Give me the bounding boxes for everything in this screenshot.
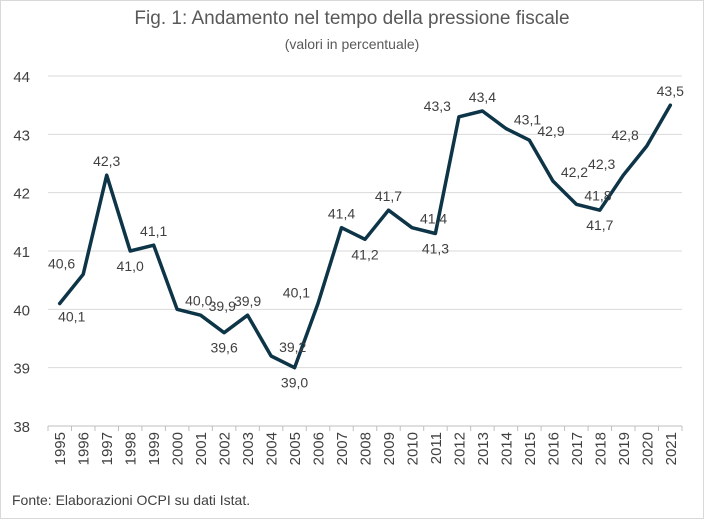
x-tick-label: 2001 (193, 432, 210, 465)
x-tick-label: 2016 (545, 432, 562, 465)
x-tick-label: 2000 (170, 432, 187, 465)
x-tick-label: 2003 (240, 432, 257, 465)
y-tick-label: 40 (13, 302, 30, 319)
data-label: 41,2 (351, 246, 378, 262)
data-label: 40,6 (48, 255, 75, 271)
data-label: 42,9 (537, 123, 564, 139)
x-tick-label: 2005 (287, 432, 304, 465)
x-tick-label: 2006 (311, 432, 328, 465)
data-label: 42,3 (588, 156, 615, 172)
data-label: 41,4 (420, 211, 447, 227)
x-tick-label: 2004 (264, 432, 281, 465)
data-label: 42,8 (612, 127, 639, 143)
data-label: 41,7 (375, 188, 402, 204)
data-label: 40,1 (283, 285, 310, 301)
y-tick-label: 39 (13, 361, 30, 378)
x-tick-label: 2014 (498, 432, 515, 465)
data-label: 42,2 (561, 164, 588, 180)
data-label: 43,1 (514, 112, 541, 128)
x-tick-label: 2011 (428, 432, 445, 464)
y-tick-label: 38 (13, 419, 30, 436)
data-label: 39,9 (209, 298, 236, 314)
x-tick-label: 2009 (381, 432, 398, 465)
data-label: 42,3 (93, 153, 120, 169)
data-label: 43,4 (469, 89, 496, 105)
data-label: 39,9 (234, 293, 261, 309)
data-label: 41,3 (422, 241, 449, 257)
x-tick-label: 2007 (334, 432, 351, 465)
data-label: 41,0 (117, 258, 144, 274)
data-label: 39,0 (281, 375, 308, 391)
x-tick-label: 2020 (639, 432, 656, 465)
x-tick-label: 2015 (522, 432, 539, 465)
data-label: 39,6 (210, 340, 237, 356)
source-note: Fonte: Elaborazioni OCPI su dati Istat. (12, 492, 251, 508)
data-label: 41,1 (140, 223, 167, 239)
data-label: 41,7 (586, 217, 613, 233)
y-tick-label: 41 (13, 244, 30, 261)
data-label: 43,5 (657, 83, 684, 99)
x-tick-label: 2019 (616, 432, 633, 465)
x-tick-label: 2013 (475, 432, 492, 465)
x-tick-label: 2008 (358, 432, 375, 465)
x-tick-label: 1997 (99, 432, 116, 465)
y-tick-label: 43 (13, 127, 30, 144)
x-tick-label: 2018 (592, 432, 609, 465)
series-line (57, 103, 673, 370)
x-tick-label: 1996 (76, 432, 93, 465)
y-tick-label: 42 (13, 186, 30, 203)
x-tick-label: 1998 (123, 432, 140, 465)
x-tick-label: 2012 (451, 432, 468, 465)
data-label: 41,8 (584, 187, 611, 203)
chart-subtitle: (valori in percentuale) (284, 36, 420, 52)
data-label: 39,2 (279, 339, 306, 355)
data-label: 43,3 (424, 98, 451, 114)
x-tick-label: 2010 (404, 432, 421, 465)
chart-title: Fig. 1: Andamento nel tempo della pressi… (134, 8, 570, 29)
x-tick-label: 2002 (217, 432, 234, 465)
data-label: 40,1 (58, 309, 85, 325)
x-tick-label: 2021 (663, 432, 680, 465)
x-tick-label: 1995 (52, 432, 69, 465)
x-tick-label: 1999 (146, 432, 163, 465)
data-label: 40,0 (185, 292, 212, 308)
data-label: 41,4 (328, 206, 355, 222)
y-tick-label: 44 (13, 69, 30, 86)
x-tick-label: 2017 (569, 432, 586, 465)
